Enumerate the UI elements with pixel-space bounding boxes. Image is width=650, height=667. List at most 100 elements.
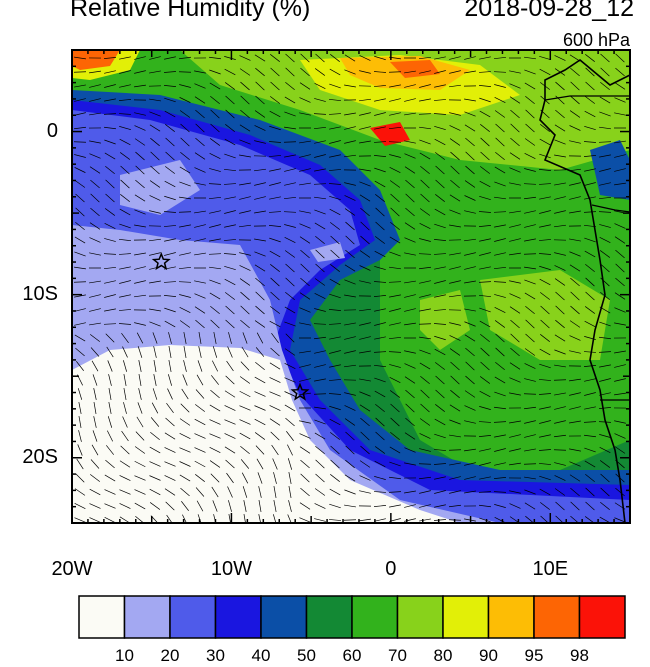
wind-barb: [284, 348, 296, 356]
wind-barb: [78, 416, 82, 428]
wind-barb: [198, 332, 202, 344]
wind-barb: [479, 56, 491, 60]
wind-barb: [194, 167, 206, 173]
wind-barb: [328, 393, 342, 395]
wind-barb: [435, 179, 445, 189]
wind-barb: [149, 70, 161, 74]
wind-barb: [434, 266, 446, 270]
wind-barb: [225, 305, 235, 315]
wind-barb: [300, 487, 310, 497]
wind-barb: [241, 346, 249, 358]
wind-barb: [494, 294, 506, 298]
wind-barb: [404, 322, 416, 326]
wind-barb: [254, 110, 266, 118]
wind-barb: [404, 84, 416, 88]
wind-barb: [224, 56, 236, 60]
wind-barb: [135, 431, 145, 441]
wind-barb: [150, 137, 160, 147]
wind-barb: [269, 110, 281, 118]
wind-barb: [239, 210, 251, 214]
wind-barb: [614, 112, 626, 116]
wind-barb: [344, 279, 356, 285]
wind-barb: [239, 419, 251, 425]
wind-barb: [299, 322, 311, 326]
wind-barb: [389, 84, 401, 88]
wind-barb: [224, 224, 236, 228]
wind-barb: [554, 488, 566, 496]
wind-barb: [389, 446, 401, 454]
wind-barb: [449, 252, 461, 256]
wind-barb: [569, 392, 581, 396]
wind-barb: [389, 294, 401, 298]
wind-barb: [119, 503, 131, 509]
wind-barb: [374, 98, 386, 102]
wind-barb: [434, 138, 446, 146]
wind-barb: [373, 141, 387, 143]
wind-barb: [480, 347, 490, 357]
wind-barb: [284, 126, 296, 130]
wind-barb: [464, 210, 476, 214]
wind-barb: [255, 67, 265, 77]
wind-barb: [330, 264, 340, 272]
wind-barb: [479, 238, 491, 242]
wind-barb: [375, 194, 385, 202]
wind-barb: [418, 56, 432, 60]
wind-barb: [404, 140, 416, 144]
wind-barb: [525, 333, 535, 343]
wind-barb: [538, 449, 552, 451]
wind-barb: [404, 166, 416, 174]
wind-barb: [224, 68, 236, 76]
wind-barb: [479, 97, 491, 103]
wind-barb: [434, 418, 446, 426]
wind-barb: [239, 390, 251, 398]
wind-barb: [554, 278, 566, 286]
wind-barb: [134, 294, 146, 298]
wind-barb: [209, 419, 221, 425]
wind-barb: [464, 308, 476, 312]
wind-barb: [389, 180, 401, 188]
wind-barb: [167, 388, 173, 400]
wind-barb: [118, 253, 132, 255]
wind-barb: [285, 81, 295, 91]
rh-20-small-patch: [310, 242, 345, 262]
wind-barb: [75, 473, 85, 483]
wind-barb: [239, 432, 251, 440]
wind-barb: [554, 475, 566, 481]
colorbar-label: 98: [570, 646, 589, 665]
wind-barb: [194, 306, 206, 314]
wind-barb: [287, 444, 293, 456]
wind-barb: [104, 139, 116, 145]
wind-barb: [104, 84, 116, 88]
wind-barb: [164, 252, 176, 256]
wind-barb: [584, 434, 596, 438]
wind-barb: [272, 458, 278, 470]
wind-barb: [344, 112, 356, 116]
wind-barb: [118, 323, 132, 325]
wind-barb: [134, 84, 146, 88]
wind-barb: [180, 123, 190, 133]
wind-barb: [314, 68, 326, 76]
wind-barb: [374, 167, 386, 173]
wind-barb: [449, 490, 461, 494]
wind-barbs: [73, 53, 627, 523]
wind-barb: [165, 151, 175, 161]
wind-barb: [314, 488, 326, 496]
wind-barb: [554, 392, 566, 396]
wind-barb: [450, 389, 460, 399]
wind-barb: [405, 193, 415, 203]
wind-barb: [434, 490, 446, 494]
wind-barb: [89, 70, 101, 74]
wind-barb: [89, 294, 101, 298]
wind-barb: [614, 182, 626, 186]
wind-barb: [89, 98, 101, 102]
wind-barb: [359, 336, 371, 340]
wind-barb: [509, 420, 521, 424]
wind-barb: [599, 434, 611, 438]
wind-barb: [194, 293, 206, 299]
wind-barb: [315, 473, 325, 483]
wind-barb: [509, 83, 521, 89]
wind-barb: [273, 472, 277, 484]
wind-barb: [539, 265, 551, 271]
wind-barb: [104, 489, 116, 495]
wind-barb: [374, 126, 386, 130]
